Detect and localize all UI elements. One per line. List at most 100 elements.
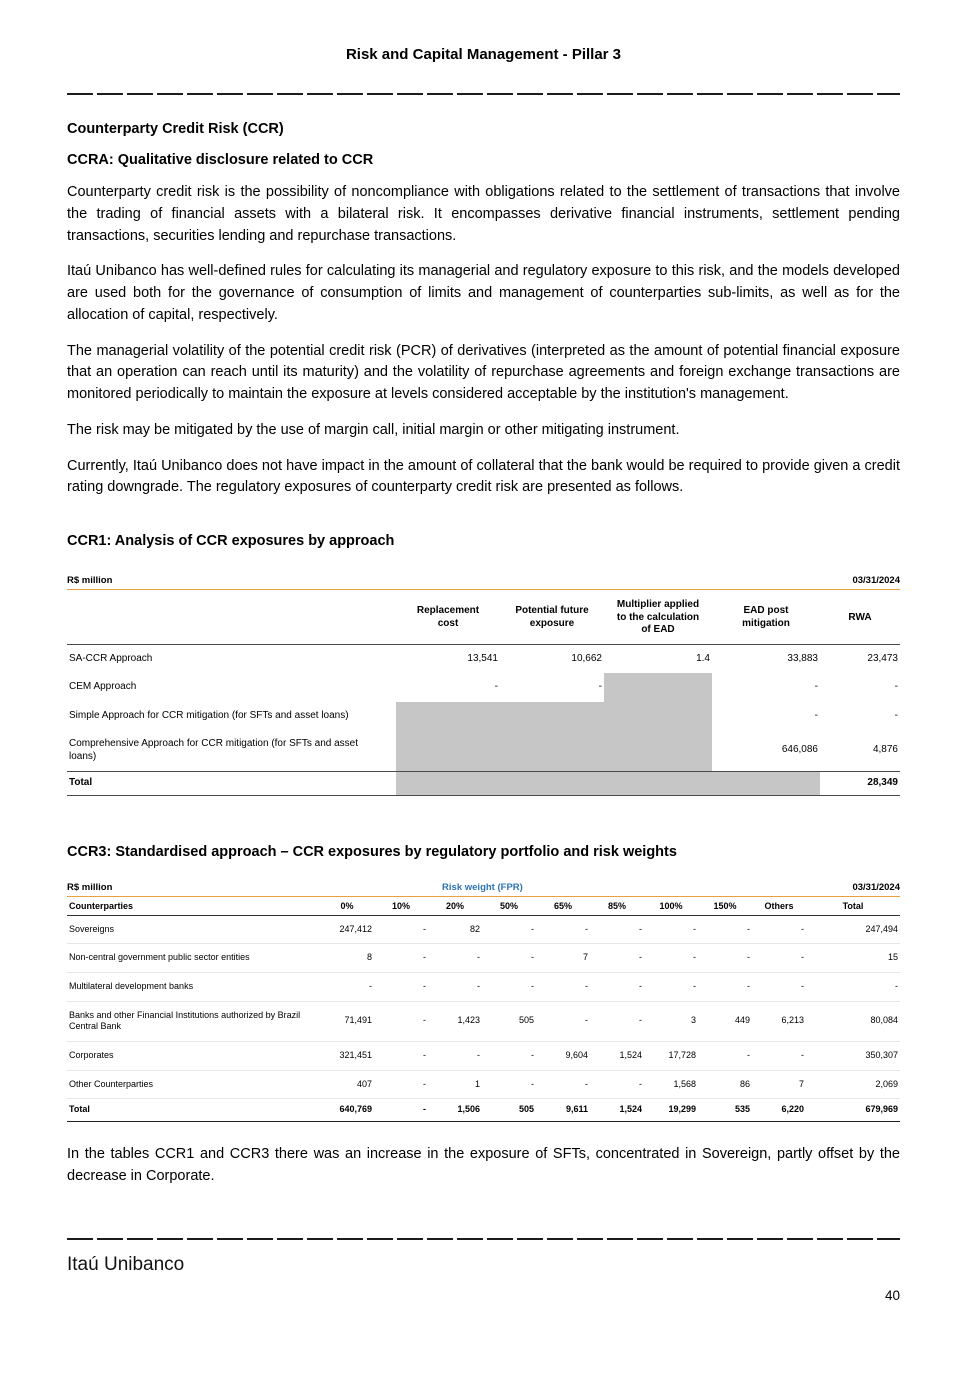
table-cell: 1,524 (590, 1098, 644, 1122)
table-row: Multilateral development banks - - - - - - - - - - (67, 972, 900, 1002)
table-cell (604, 730, 712, 772)
table-cell: 247,494 (806, 915, 900, 945)
ccr3-table: Counterparties 0% 10% 20% 50% 65% 85% 100% 150% O… (67, 896, 900, 1123)
header-divider (67, 93, 900, 95)
table-cell: 350,307 (806, 1041, 900, 1071)
row-label: Banks and other Financial Institutions a… (67, 1001, 320, 1042)
closing-paragraph: In the tables CCR1 and CCR3 there was an… (67, 1146, 900, 1184)
column-header: Potential future exposure (500, 590, 604, 645)
table-cell: - (814, 709, 818, 721)
table-cell: - (374, 1001, 428, 1042)
table-cell: 640,769 (320, 1098, 374, 1122)
table-cell: 6,213 (752, 1001, 806, 1042)
table-cell: - (374, 1098, 428, 1122)
table-cell: - (482, 915, 536, 945)
table-cell: 19,299 (644, 1098, 698, 1122)
table-row: Banks and other Financial Institutions a… (67, 1001, 900, 1042)
table-cell (396, 771, 500, 796)
table-cell: 6,220 (752, 1098, 806, 1122)
table-cell: - (428, 1041, 482, 1071)
table-cell: - (590, 1070, 644, 1100)
column-header: EAD post mitigation (712, 590, 820, 645)
table-cell (604, 771, 712, 796)
column-header: Others (752, 896, 806, 916)
table-cell: 679,969 (806, 1098, 900, 1122)
table-cell: 82 (428, 915, 482, 945)
column-header (67, 590, 396, 645)
table-cell: - (536, 972, 590, 1002)
table-row: Non-central government public sector ent… (67, 943, 900, 973)
row-label: Total (67, 771, 396, 796)
column-header: 100% (644, 896, 698, 916)
table-cell: 9,604 (536, 1041, 590, 1071)
table-cell: - (536, 1001, 590, 1042)
table-cell: 321,451 (320, 1041, 374, 1071)
table-cell: - (428, 943, 482, 973)
table-cell: - (644, 943, 698, 973)
table-cell: - (752, 972, 806, 1002)
table-cell: - (482, 1041, 536, 1071)
table-cell: 15 (806, 943, 900, 973)
row-label: Other Counterparties (67, 1070, 320, 1100)
table-cell (604, 701, 712, 730)
table-cell: - (590, 915, 644, 945)
table-cell: - (806, 972, 900, 1002)
table-cell: 505 (482, 1098, 536, 1122)
table-cell: - (536, 1070, 590, 1100)
table-cell: 71,491 (320, 1001, 374, 1042)
table-cell: - (590, 972, 644, 1002)
table-cell: - (590, 1001, 644, 1042)
ccr3-table-body: Sovereigns 247,412-82- - - - - -247,494 Non-cen… (67, 915, 900, 1122)
footer-divider (67, 1238, 900, 1240)
table-row: Simple Approach for CCR mitigation (for … (67, 701, 900, 730)
table-cell: - (320, 972, 374, 1002)
table-cell: 1,423 (428, 1001, 482, 1042)
table-cell (500, 771, 604, 796)
paragraph-4: The risk may be mitigated by the use of … (67, 421, 680, 438)
total-row: Total 28,349 (67, 771, 900, 796)
column-header: RWA (820, 590, 900, 645)
table-cell: - (698, 972, 752, 1002)
column-header: Counterparties (67, 896, 320, 916)
table-cell: - (482, 1070, 536, 1100)
table-cell: 9,611 (536, 1098, 590, 1122)
paragraph-2: Itaú Unibanco has well-defined rules for… (67, 263, 900, 323)
table-cell: - (536, 915, 590, 945)
table-row: SA-CCR Approach 13,541 10,662 1.4 33,883 23,4… (67, 644, 900, 673)
column-header: 65% (536, 896, 590, 916)
paragraph-1: Counterparty credit risk is the possibil… (67, 184, 900, 244)
table-row: Comprehensive Approach for CCR mitigatio… (67, 730, 900, 772)
table-row: Sovereigns 247,412-82- - - - - -247,494 (67, 915, 900, 945)
column-header: Replacement cost (396, 590, 500, 645)
table-cell: - (598, 681, 602, 692)
table-cell: 535 (698, 1098, 752, 1122)
table-cell: - (752, 1041, 806, 1071)
ccr3-date-label: 03/31/2024 (852, 881, 900, 893)
table-cell: - (698, 1041, 752, 1071)
ccr1-table-heading: CCR1: Analysis of CCR exposures by appro… (67, 533, 395, 549)
table-cell: 4,876 (872, 744, 898, 756)
ccr1-table-body: SA-CCR Approach 13,541 10,662 1.4 33,883 23,4… (67, 644, 900, 796)
table-cell: 80,084 (806, 1001, 900, 1042)
table-cell (500, 701, 604, 730)
ccr1-table-meta: R$ million 03/31/2024 (67, 575, 900, 590)
table-cell: 449 (698, 1001, 752, 1042)
table-cell: - (374, 943, 428, 973)
ccr-section-heading: Counterparty Credit Risk (CCR) (67, 121, 284, 137)
table-cell: 28,349 (820, 771, 900, 796)
table-cell: - (494, 681, 498, 692)
row-label: Corporates (67, 1041, 320, 1071)
row-label: Multilateral development banks (67, 972, 320, 1002)
page-number: 40 (884, 1288, 900, 1303)
table-cell: - (752, 943, 806, 973)
table-row: CEM Approach - - - - (67, 673, 900, 702)
table-cell: - (374, 972, 428, 1002)
table-cell: 1,524 (590, 1041, 644, 1071)
ccr3-table-heading: CCR3: Standardised approach – CCR exposu… (67, 843, 677, 860)
column-header: 150% (698, 896, 752, 916)
column-header: 50% (482, 896, 536, 916)
column-header: 85% (590, 896, 644, 916)
row-label: Comprehensive Approach for CCR mitigatio… (69, 738, 359, 762)
table-cell: - (814, 681, 818, 692)
column-header: Multiplier applied to the calculation of… (604, 590, 712, 645)
